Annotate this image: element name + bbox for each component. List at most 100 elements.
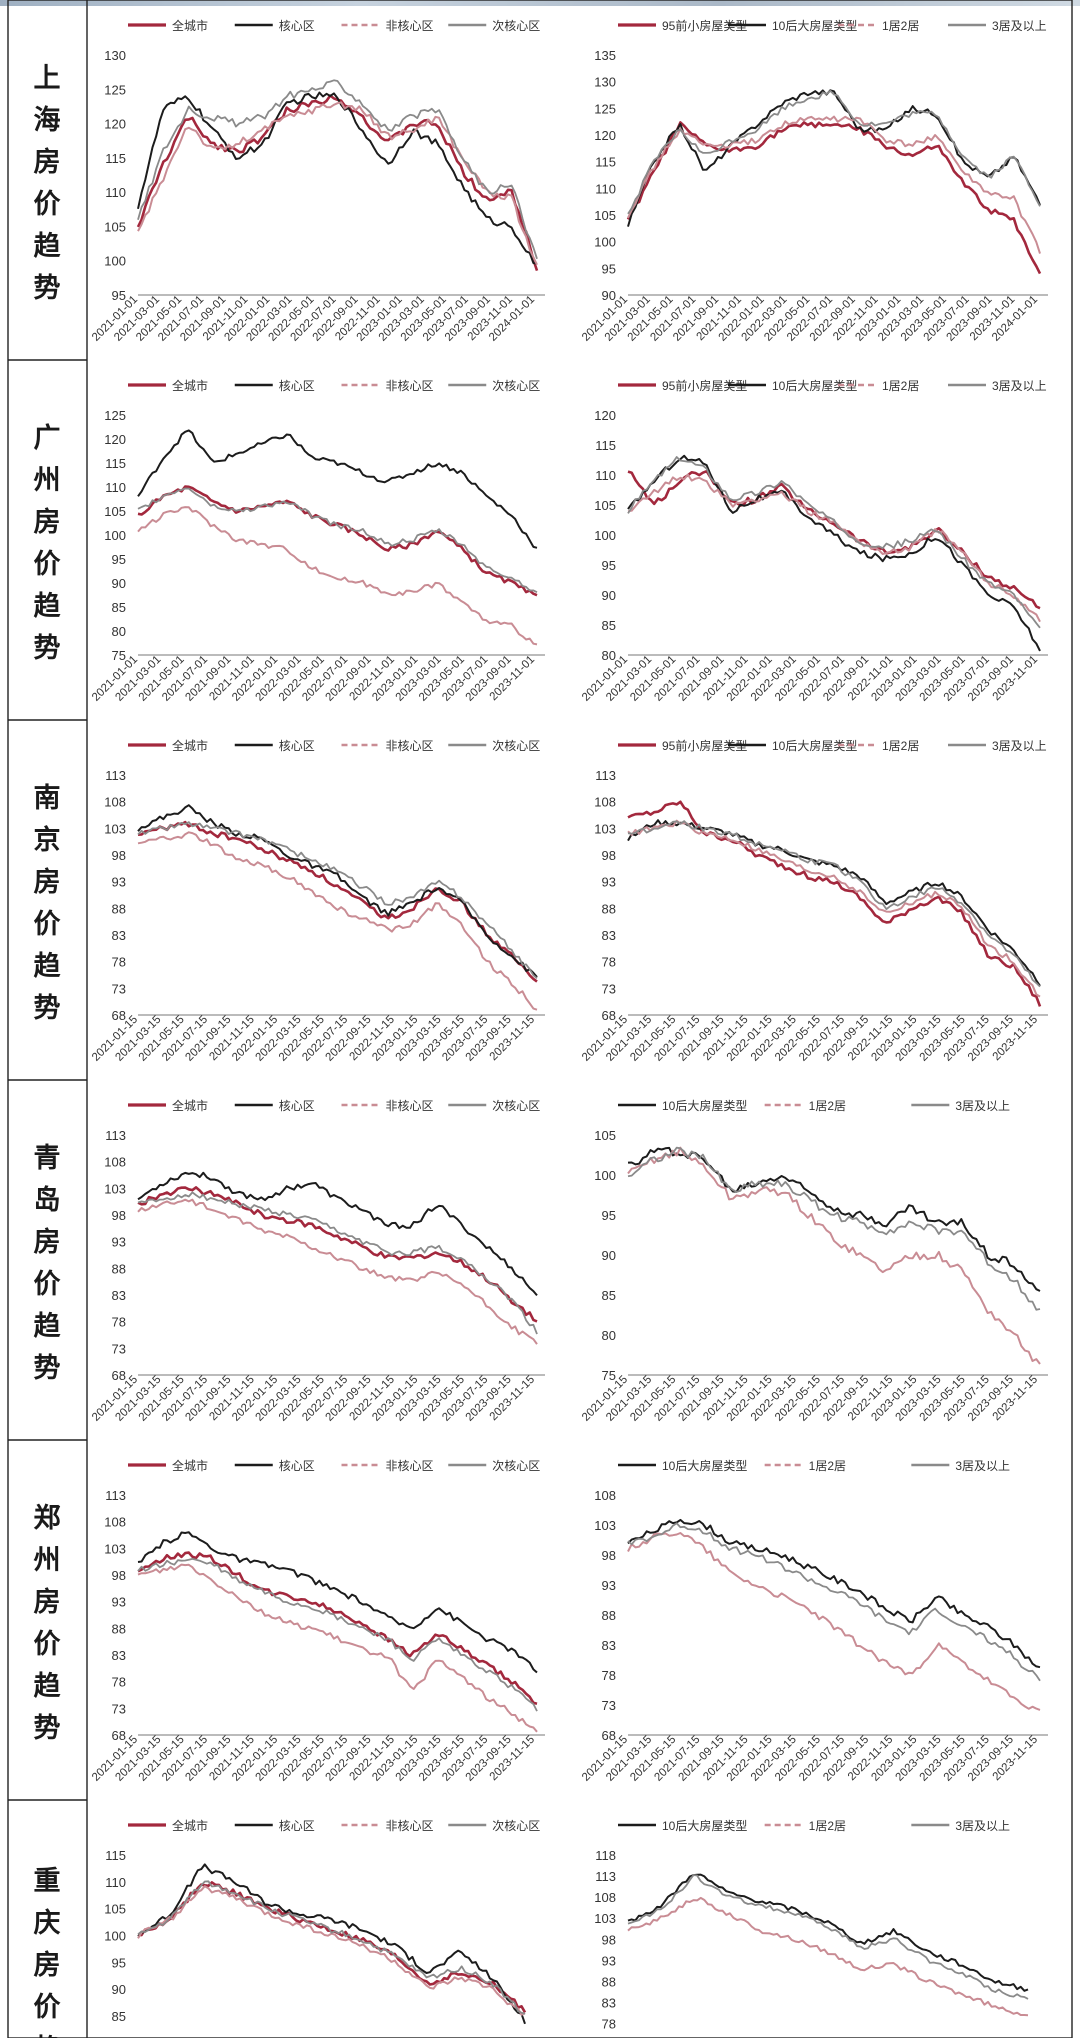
y-tick-label: 93 xyxy=(112,1235,126,1250)
y-tick-label: 95 xyxy=(602,1208,616,1223)
city-label-char: 州 xyxy=(34,1545,61,1575)
legend-label: 10后大房屋类型 xyxy=(662,1098,747,1113)
y-tick-label: 88 xyxy=(602,1608,616,1623)
y-tick-label: 78 xyxy=(602,2017,616,2032)
y-tick-label: 95 xyxy=(112,288,126,303)
city-label: 广州房价趋势 xyxy=(34,423,62,663)
series-line-3居及以上 xyxy=(627,1522,1041,1682)
city-label-char: 价 xyxy=(34,909,62,939)
y-tick-label: 105 xyxy=(594,1128,616,1143)
y-tick-label: 110 xyxy=(595,181,616,196)
series-line-次核心区 xyxy=(137,1880,526,2015)
city-label-char: 价 xyxy=(34,549,62,579)
series-line-10后大房屋类型 xyxy=(627,819,1041,987)
legend-label: 全城市 xyxy=(172,378,208,393)
y-tick-label: 120 xyxy=(594,128,616,143)
series-line-非核心区 xyxy=(137,1563,538,1733)
series-line-3居及以上 xyxy=(627,1874,1029,2000)
city-label-char: 趋 xyxy=(34,231,62,261)
y-tick-label: 80 xyxy=(602,1328,616,1343)
y-tick-label: 93 xyxy=(112,875,126,890)
y-tick-label: 100 xyxy=(594,1168,616,1183)
city-label: 青岛房价趋势 xyxy=(34,1143,62,1383)
y-tick-label: 100 xyxy=(104,1928,126,1943)
y-tick-label: 115 xyxy=(105,456,126,471)
series-line-核心区 xyxy=(137,1863,526,2025)
y-tick-label: 90 xyxy=(602,588,616,603)
y-tick-label: 68 xyxy=(112,1008,126,1023)
legend-label: 10后大房屋类型 xyxy=(772,738,857,753)
legend-label: 核心区 xyxy=(279,19,315,33)
legend-label: 10后大房屋类型 xyxy=(772,18,857,33)
city-label-char: 南 xyxy=(34,783,61,813)
y-tick-label: 80 xyxy=(602,648,616,663)
series-line-非核心区 xyxy=(137,1885,526,2016)
y-tick-label: 100 xyxy=(104,528,126,543)
y-tick-label: 100 xyxy=(594,528,616,543)
y-tick-label: 115 xyxy=(595,438,616,453)
series-line-全城市 xyxy=(137,485,538,597)
chart-guangzhou-type: 95前小房屋类型 10后大房屋类型 1居2居 3居及以上 80 85 90 95 100 105 1… xyxy=(580,378,1048,704)
y-tick-label: 88 xyxy=(602,901,616,916)
y-tick-label: 68 xyxy=(602,1728,616,1743)
city-label-char: 房 xyxy=(34,1227,61,1257)
y-tick-label: 110 xyxy=(595,468,616,483)
y-tick-label: 125 xyxy=(104,82,126,97)
chart-nanjing-district: 全城市 核心区 非核心区 次核心区68737883889398103108113202… xyxy=(90,738,545,1064)
legend-label: 1居2居 xyxy=(809,1819,846,1833)
y-tick-label: 83 xyxy=(112,1648,126,1663)
legend-label: 1居2居 xyxy=(882,19,919,33)
legend-label: 核心区 xyxy=(279,379,315,393)
y-tick-label: 78 xyxy=(602,955,616,970)
y-tick-label: 108 xyxy=(594,1488,616,1503)
city-label-char: 势 xyxy=(34,1713,61,1743)
y-tick-label: 105 xyxy=(594,208,616,223)
chart-shanghai-type: 95前小房屋类型 10后大房屋类型 1居2居 3居及以上 90 95 100 105 110 11… xyxy=(580,18,1048,344)
legend-label: 95前小房屋类型 xyxy=(662,378,747,393)
y-tick-label: 90 xyxy=(112,1982,126,1997)
y-tick-label: 68 xyxy=(602,1008,616,1023)
series-line-核心区 xyxy=(137,429,538,549)
y-tick-label: 120 xyxy=(104,432,126,447)
y-tick-label: 120 xyxy=(594,408,616,423)
y-tick-label: 95 xyxy=(602,261,616,276)
chart-qingdao-district: 全城市 核心区 非核心区 次核心区68737883889398103108113202… xyxy=(90,1098,545,1424)
y-tick-label: 90 xyxy=(602,1248,616,1263)
chart-shanghai-district: 全城市 核心区 非核心区 次核心区95100105110115120125130202… xyxy=(90,18,545,344)
legend-label: 10后大房屋类型 xyxy=(772,378,857,393)
city-label-char: 广 xyxy=(34,423,61,453)
y-tick-label: 103 xyxy=(594,1518,616,1533)
y-tick-label: 98 xyxy=(602,1932,616,1947)
legend-label: 3居及以上 xyxy=(992,739,1047,753)
y-tick-label: 83 xyxy=(602,1996,616,2011)
legend-label: 次核心区 xyxy=(492,739,540,753)
legend-label: 非核心区 xyxy=(386,1819,434,1833)
legend-label: 3居及以上 xyxy=(955,1099,1010,1113)
series-line-3居及以上 xyxy=(627,1146,1041,1311)
y-tick-label: 75 xyxy=(112,648,126,663)
legend-label: 全城市 xyxy=(172,1818,208,1833)
y-tick-label: 130 xyxy=(104,48,126,63)
y-tick-label: 83 xyxy=(112,1288,126,1303)
city-label: 上海房价趋势 xyxy=(34,63,62,303)
legend-label: 全城市 xyxy=(172,18,208,33)
y-tick-label: 68 xyxy=(112,1368,126,1383)
y-tick-label: 98 xyxy=(602,848,616,863)
city-label-char: 青 xyxy=(34,1143,61,1173)
y-tick-label: 110 xyxy=(105,480,126,495)
legend-label: 95前小房屋类型 xyxy=(662,18,747,33)
y-tick-label: 73 xyxy=(112,1341,126,1356)
y-tick-label: 85 xyxy=(112,600,126,615)
city-label-char: 趋 xyxy=(34,1671,62,1701)
legend-label: 次核心区 xyxy=(492,19,540,33)
legend-label: 非核心区 xyxy=(386,379,434,393)
y-tick-label: 83 xyxy=(112,928,126,943)
legend-label: 1居2居 xyxy=(882,379,919,393)
city-label-char: 趋 xyxy=(34,591,62,621)
legend-label: 1居2居 xyxy=(882,739,919,753)
series-line-核心区 xyxy=(137,91,538,265)
series-line-次核心区 xyxy=(137,1558,538,1712)
top-edge-strip xyxy=(0,0,1080,6)
legend-label: 核心区 xyxy=(279,1819,315,1833)
series-line-全城市 xyxy=(137,820,538,983)
